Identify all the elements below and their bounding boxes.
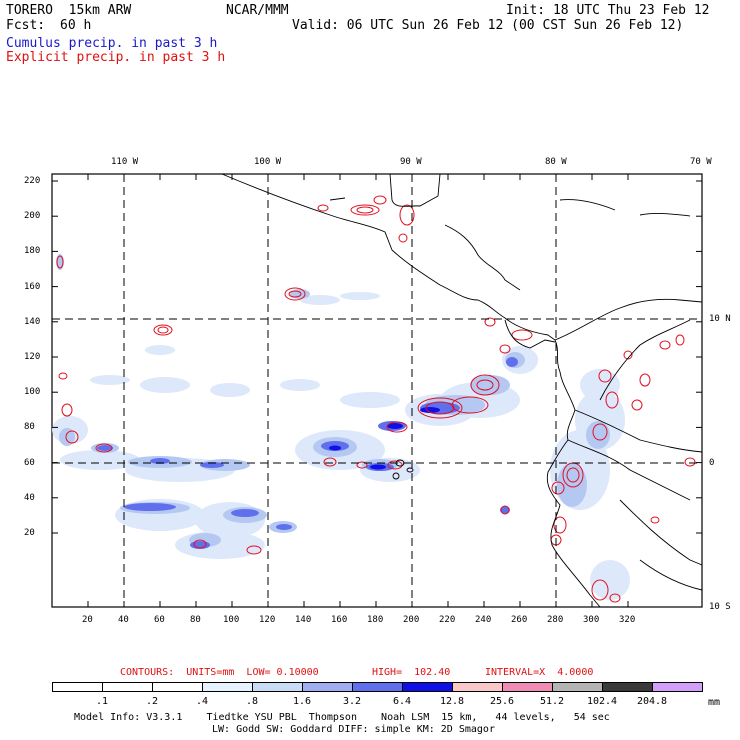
lat-label-10s: 10 S: [709, 602, 731, 612]
lon-label-80w: 80 W: [545, 157, 567, 167]
legend-swatch: [502, 682, 553, 692]
legend-label: 204.8: [636, 696, 668, 707]
y-tick-label: 100: [24, 387, 41, 398]
x-tick-label: 40: [118, 615, 129, 625]
lon-label-100w: 100 W: [254, 157, 282, 167]
legend-swatch: [202, 682, 253, 692]
x-tick-label: 140: [295, 615, 312, 625]
legend-swatch: [552, 682, 603, 692]
legend-swatch: [452, 682, 503, 692]
legend-label: 3.2: [342, 696, 362, 707]
x-tick-label: 100: [223, 615, 240, 625]
axis-ticks: [52, 174, 702, 607]
legend-swatch: [102, 682, 153, 692]
legend-label: .8: [245, 696, 259, 707]
y-tick-label: 160: [24, 281, 41, 292]
legend-label: 12.8: [439, 696, 465, 707]
y-tick-label: 140: [24, 316, 41, 327]
x-tick-label: 260: [511, 615, 528, 625]
legend-swatch: [402, 682, 453, 692]
legend-swatch: [152, 682, 203, 692]
legend-swatch: [602, 682, 653, 692]
y-tick-label: 220: [24, 176, 41, 186]
cumulus-precip-shading: [52, 254, 630, 600]
cumulus-label: Cumulus precip. in past 3 h: [6, 36, 218, 51]
lon-label-70w: 70 W: [690, 157, 712, 167]
model-info-line: Model Info: V3.3.1 Tiedtke YSU PBL Thomp…: [74, 712, 610, 723]
forecast-label: Fcst:: [6, 18, 46, 33]
x-tick-label: 20: [82, 615, 93, 625]
y-tick-label: 120: [24, 352, 41, 362]
valid-time: Valid: 06 UTC Sun 26 Feb 12 (00 CST Sun …: [292, 18, 684, 33]
x-tick-label: 160: [331, 615, 348, 625]
center-name: NCAR/MMM: [226, 3, 289, 18]
legend-swatch: [302, 682, 353, 692]
contours-info: CONTOURS: UNITS=mm LOW= 0.10000: [120, 667, 319, 678]
legend-label: 1.6: [292, 696, 312, 707]
x-tick-label: 300: [583, 615, 600, 625]
y-tick-label: 60: [24, 457, 35, 468]
x-tick-label: 120: [259, 615, 276, 625]
forecast-hour: 60 h: [60, 18, 92, 33]
lon-label-90w: 90 W: [400, 157, 422, 167]
y-tick-label: 40: [24, 492, 35, 503]
x-tick-label: 200: [403, 615, 420, 625]
y-tick-label: 180: [24, 246, 41, 257]
explicit-precip-contours: [56, 195, 696, 603]
lat-label-0: 0: [709, 458, 715, 468]
model-title: TORERO 15km ARW: [6, 3, 132, 18]
legend-label: .4: [195, 696, 209, 707]
x-tick-label: 180: [367, 615, 384, 625]
y-tick-label: 80: [24, 422, 35, 433]
latlon-grid: [52, 174, 702, 607]
x-tick-label: 80: [190, 615, 201, 625]
y-tick-label: 200: [24, 211, 41, 222]
lat-label-10n: 10 N: [709, 314, 731, 324]
contours-interval: INTERVAL=X 4.0000: [485, 667, 594, 678]
x-tick-label: 220: [439, 615, 456, 625]
x-tick-label: 320: [619, 615, 636, 625]
contours-high: HIGH= 102.40: [372, 667, 451, 678]
legend-swatch: [352, 682, 403, 692]
x-tick-label: 60: [154, 615, 165, 625]
legend-swatch: [52, 682, 103, 692]
legend-label: 25.6: [489, 696, 515, 707]
lon-label-110w: 110 W: [111, 157, 139, 167]
precip-map: [51, 173, 703, 608]
legend-unit: mm: [708, 697, 721, 708]
legend-label: 102.4: [586, 696, 618, 707]
legend-label: .2: [145, 696, 159, 707]
legend-label: 51.2: [539, 696, 565, 707]
legend-label: 6.4: [392, 696, 412, 707]
explicit-label: Explicit precip. in past 3 h: [6, 50, 226, 65]
legend-swatch: [652, 682, 703, 692]
y-tick-label: 20: [24, 528, 35, 538]
physics-info-line: LW: Godd SW: Goddard DIFF: simple KM: 2D…: [212, 724, 495, 735]
x-tick-label: 240: [475, 615, 492, 625]
coastline: [221, 173, 703, 608]
x-tick-label: 280: [547, 615, 564, 625]
init-time: Init: 18 UTC Thu 23 Feb 12: [506, 3, 710, 18]
legend-label: .1: [95, 696, 109, 707]
legend-swatch: [252, 682, 303, 692]
